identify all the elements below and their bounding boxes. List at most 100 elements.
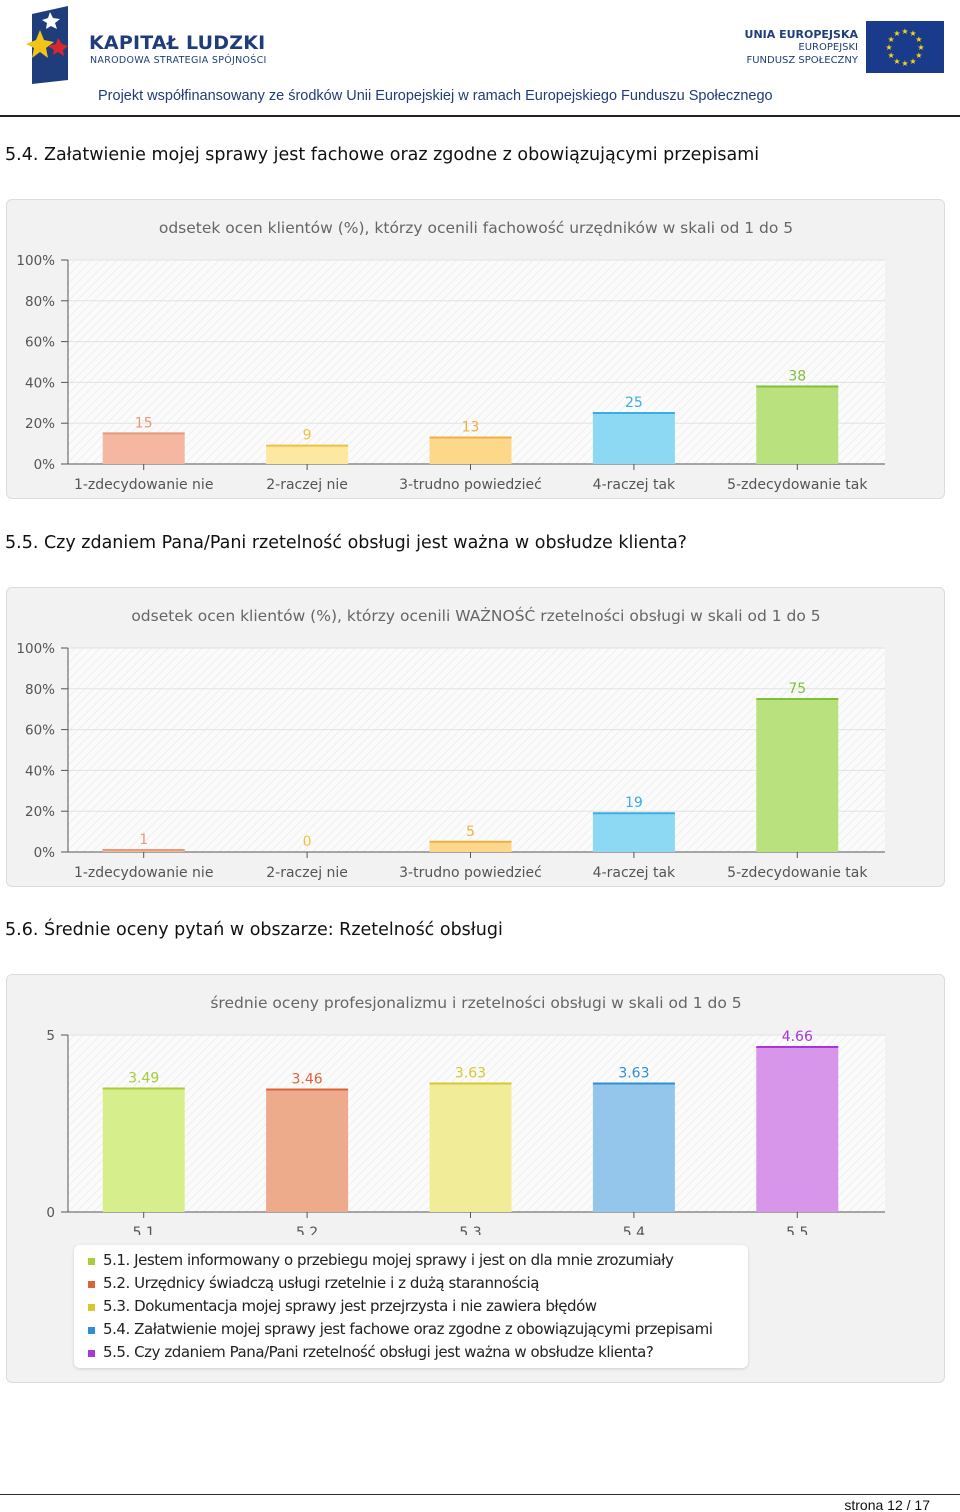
y-tick-label: 0% (34, 457, 56, 473)
data-label: 13 (462, 419, 480, 435)
bar (592, 1083, 675, 1212)
bar (102, 433, 185, 464)
y-tick-label: 0% (34, 845, 56, 861)
bar-chart-5-6: średnie oceny profesjonalizmu i rzetelno… (46, 994, 885, 1235)
legend-swatch (88, 1281, 95, 1288)
eu-star-icon: ★ (888, 35, 895, 44)
data-label: 38 (788, 368, 806, 384)
bar-chart-5-5: odsetek ocen klientów (%), którzy ocenil… (16, 606, 885, 881)
section-heading-5-6: 5.6. Średnie oceny pytań w obszarze: Rze… (5, 920, 503, 940)
bar (756, 699, 839, 852)
section-heading-5-5: 5.5. Czy zdaniem Pana/Pani rzetelność ob… (5, 533, 687, 553)
y-tick-label: 100% (16, 253, 55, 269)
legend-swatch (88, 1327, 95, 1334)
chart-title: odsetek ocen klientów (%), którzy ocenil… (131, 606, 820, 625)
x-tick-label: 1-zdecydowanie nie (74, 477, 213, 493)
y-tick-label: 40% (25, 375, 55, 391)
eu-star-icon: ★ (917, 43, 924, 52)
x-tick-label: 2-raczej nie (266, 477, 348, 493)
y-tick-label: 60% (25, 335, 55, 351)
data-label: 3.49 (128, 1070, 159, 1086)
eu-line-1: UNIA EUROPEJSKA (744, 28, 858, 41)
bar (592, 413, 675, 464)
data-label: 15 (135, 415, 153, 431)
eu-star-icon: ★ (915, 35, 922, 44)
bar (756, 386, 839, 464)
bar (266, 1089, 349, 1212)
eu-star-icon: ★ (901, 59, 908, 68)
data-label: 3.63 (618, 1065, 649, 1081)
eu-star-icon: ★ (893, 29, 900, 38)
data-label: 3.46 (292, 1072, 323, 1088)
project-cofinancing-line: Projekt współfinansowany ze środków Unii… (98, 88, 773, 104)
x-tick-label: 5.5 (786, 1225, 808, 1235)
bar (429, 1083, 512, 1212)
eu-star-icon: ★ (893, 57, 900, 66)
x-tick-label: 5-zdecydowanie tak (727, 477, 868, 493)
bar-chart-5-4: odsetek ocen klientów (%), którzy ocenil… (16, 219, 885, 493)
data-label: 9 (303, 428, 312, 444)
y-tick-label: 80% (25, 682, 55, 698)
legend-label: 5.5. Czy zdaniem Pana/Pani rzetelność ob… (103, 1343, 654, 1361)
x-tick-label: 3-trudno powiedzieć (399, 477, 542, 493)
x-tick-label: 4-raczej tak (593, 477, 676, 493)
section-heading-5-4: 5.4. Załatwienie mojej sprawy jest facho… (5, 145, 760, 165)
legend-item: 5.5. Czy zdaniem Pana/Pani rzetelność ob… (84, 1343, 748, 1366)
eu-star-icon: ★ (901, 27, 908, 36)
bar (102, 849, 185, 852)
bar (102, 1088, 185, 1212)
data-label: 3.63 (455, 1065, 486, 1081)
data-label: 0 (303, 834, 312, 850)
legend-item: 5.3. Dokumentacja mojej sprawy jest prze… (84, 1297, 748, 1320)
legend-item: 5.2. Urzędnicy świadczą usługi rzetelnie… (84, 1274, 748, 1297)
legend-label: 5.2. Urzędnicy świadczą usługi rzetelnie… (103, 1274, 539, 1292)
y-tick-label: 100% (16, 641, 55, 657)
eu-star-icon: ★ (909, 57, 916, 66)
eu-fund-label: UNIA EUROPEJSKA EUROPEJSKI FUNDUSZ SPOŁE… (745, 28, 858, 67)
chart-title: średnie oceny profesjonalizmu i rzetelno… (210, 994, 741, 1012)
legend-label: 5.4. Załatwienie mojej sprawy jest facho… (103, 1320, 713, 1338)
legend-label: 5.1. Jestem informowany o przebiegu moje… (103, 1251, 674, 1269)
y-tick-label: 80% (25, 294, 55, 310)
eu-line-2: EUROPEJSKI (798, 42, 858, 53)
legend-swatch (88, 1258, 95, 1265)
y-tick-label: 40% (25, 763, 55, 779)
y-tick-label: 60% (25, 723, 55, 739)
bar (429, 841, 512, 852)
data-label: 1 (139, 832, 148, 848)
chart-legend: 5.1. Jestem informowany o przebiegu moje… (74, 1245, 748, 1368)
y-tick-label: 5 (46, 1028, 55, 1044)
bar (429, 437, 512, 464)
data-label: 25 (625, 395, 643, 411)
data-label: 5 (466, 824, 475, 840)
program-subtitle: NARODOWA STRATEGIA SPÓJNOŚCI (90, 55, 267, 66)
x-tick-label: 5.3 (459, 1225, 481, 1235)
y-tick-label: 20% (25, 416, 55, 432)
x-tick-label: 5.4 (623, 1225, 645, 1235)
legend-item: 5.4. Załatwienie mojej sprawy jest facho… (84, 1320, 748, 1343)
x-tick-label: 5.2 (296, 1225, 318, 1235)
eu-star-icon: ★ (915, 51, 922, 60)
x-tick-label: 5-zdecydowanie tak (727, 865, 868, 881)
chart-panel-5-6: średnie oceny profesjonalizmu i rzetelno… (6, 974, 945, 1383)
bar (592, 813, 675, 852)
legend-swatch (88, 1350, 95, 1357)
legend-swatch (88, 1304, 95, 1311)
data-label: 19 (625, 795, 643, 811)
y-tick-label: 20% (25, 804, 55, 820)
eu-star-icon: ★ (888, 51, 895, 60)
chart-panel-5-4: odsetek ocen klientów (%), którzy ocenil… (6, 199, 945, 499)
bar (266, 445, 349, 464)
eu-line-3: FUNDUSZ SPOŁECZNY (746, 55, 858, 66)
bar (756, 1047, 839, 1212)
page-header: KAPITAŁ LUDZKI NARODOWA STRATEGIA SPÓJNO… (0, 0, 960, 118)
data-label: 75 (788, 681, 806, 697)
header-divider (0, 115, 960, 117)
legend-item: 5.1. Jestem informowany o przebiegu moje… (84, 1251, 748, 1274)
x-tick-label: 3-trudno powiedzieć (399, 865, 542, 881)
legend-label: 5.3. Dokumentacja mojej sprawy jest prze… (103, 1297, 597, 1315)
x-tick-label: 1-zdecydowanie nie (74, 865, 213, 881)
program-title: KAPITAŁ LUDZKI (89, 32, 266, 54)
x-tick-label: 4-raczej tak (593, 865, 676, 881)
page-number: strona 12 / 17 (844, 1497, 930, 1512)
